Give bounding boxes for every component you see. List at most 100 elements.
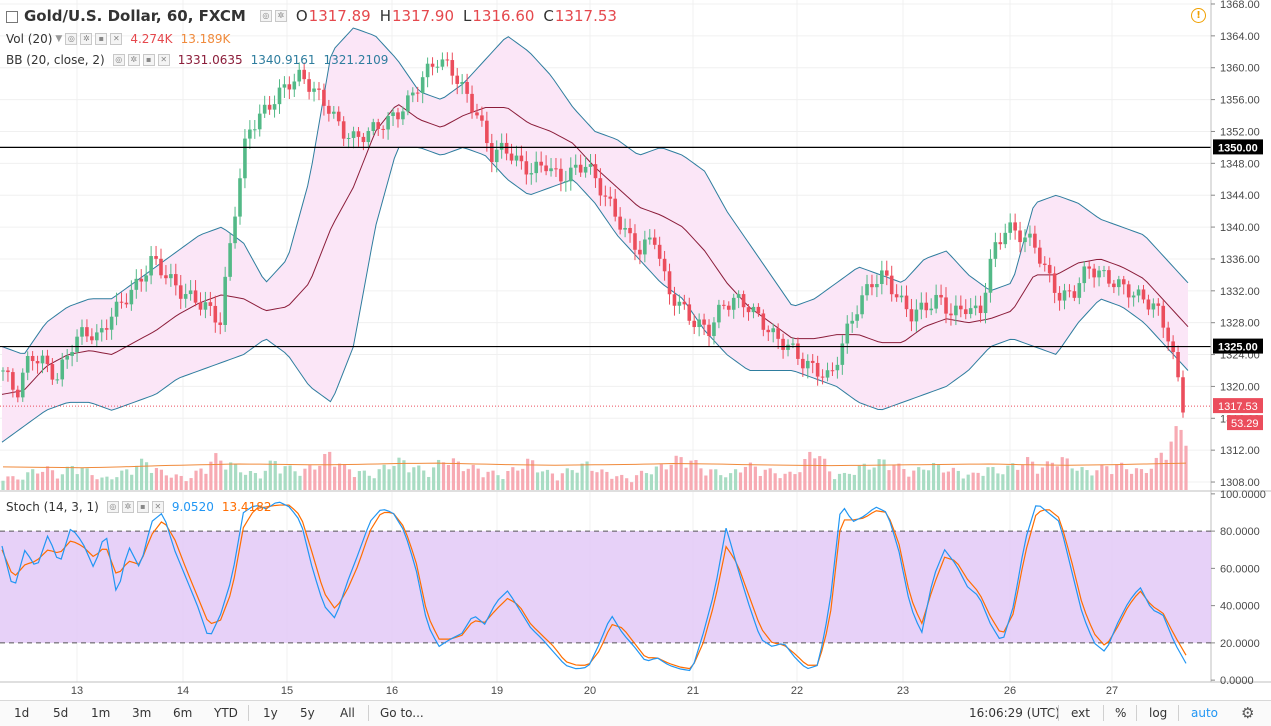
time-tick-label: 21 (687, 685, 699, 697)
volume-bar (90, 475, 94, 490)
volume-bar (595, 472, 599, 490)
volume-bar (476, 468, 480, 490)
stoch-tick-label: 0.0000 (1220, 675, 1254, 687)
candle-body (174, 274, 178, 286)
volume-bar (293, 471, 297, 490)
timeframe-all[interactable]: All (340, 706, 355, 720)
volume-bar (441, 462, 446, 490)
volume-bar (1055, 466, 1059, 490)
volume-bar (768, 468, 772, 490)
clock-readout: 16:06:29 (UTC) (969, 706, 1060, 720)
volume-bar (793, 474, 797, 490)
volume-bar (70, 465, 74, 490)
stoch-tick-label: 40.0000 (1220, 601, 1260, 613)
candle-body (25, 355, 30, 373)
close-icon[interactable]: ✕ (110, 33, 123, 45)
gear-icon[interactable]: ✲ (121, 501, 134, 513)
volume-bar (1001, 474, 1005, 490)
stoch-tick-label: 80.0000 (1220, 526, 1260, 538)
goto-button[interactable]: Go to... (380, 706, 424, 720)
timeframe-ytd[interactable]: YTD (214, 706, 238, 720)
ext-toggle[interactable]: ext (1071, 706, 1090, 720)
bb-legend[interactable]: BB (20, close, 2) ◎ ✲ ▪ ✕ 1331.0635 1340… (6, 53, 388, 67)
volume-bar (1139, 469, 1144, 490)
candle-body (203, 302, 208, 310)
eye-icon[interactable]: ◎ (106, 501, 119, 513)
volume-bar (412, 467, 416, 490)
volume-legend[interactable]: Vol (20) ▼ ◎ ✲ ▪ ✕ 4.274K 13.189K (6, 32, 230, 46)
candle-body (776, 328, 780, 339)
collapse-square-icon[interactable] (6, 11, 18, 23)
price-tick-label: 1340.00 (1220, 222, 1260, 234)
close-icon[interactable]: ✕ (151, 501, 164, 513)
candle-body (1166, 327, 1170, 342)
volume-bar (352, 477, 357, 490)
eye-icon[interactable]: ◎ (259, 10, 272, 22)
bb-upper-value: 1340.9161 (250, 53, 316, 67)
timeframe-1d[interactable]: 1d (14, 706, 30, 720)
gear-icon[interactable]: ✲ (274, 10, 287, 22)
gear-icon[interactable]: ⚙ (1241, 704, 1255, 722)
candle-body (657, 244, 662, 259)
square-icon[interactable]: ▪ (136, 501, 149, 513)
candle-body (884, 270, 889, 276)
candle-body (233, 216, 237, 244)
volume-bar (268, 460, 272, 490)
candle-body (889, 275, 894, 295)
timeframe-1m[interactable]: 1m (91, 706, 111, 720)
candle-body (297, 69, 302, 82)
timeframe-3m[interactable]: 3m (132, 706, 152, 720)
volume-bar (189, 478, 193, 490)
eye-icon[interactable]: ◎ (65, 33, 78, 45)
volume-bar (16, 479, 20, 490)
volume-bar (342, 464, 347, 490)
alert-clock-icon[interactable]: ! (1191, 8, 1206, 23)
volume-bar (337, 463, 342, 490)
candle-body (460, 82, 464, 84)
candle-body (272, 104, 277, 110)
candle-body (1181, 377, 1185, 413)
volume-bar (783, 473, 787, 490)
last-price-tag-label: 1317.53 (1218, 401, 1258, 413)
eye-icon[interactable]: ◎ (112, 54, 125, 66)
volume-bar (1100, 464, 1104, 490)
stoch-tick-label: 20.0000 (1220, 638, 1260, 650)
percent-toggle[interactable]: % (1115, 706, 1127, 720)
timeframe-5d[interactable]: 5d (53, 706, 69, 720)
volume-bar (694, 460, 698, 490)
price-chart[interactable]: 1308.001312.001316.001320.001324.001328.… (0, 0, 1271, 700)
candle-body (312, 88, 316, 92)
close-icon[interactable]: ✕ (157, 54, 170, 66)
candle-body (524, 161, 529, 175)
candle-body (801, 358, 805, 369)
timeframe-5y[interactable]: 5y (300, 706, 315, 720)
volume-bar (214, 453, 218, 490)
square-icon[interactable]: ▪ (142, 54, 155, 66)
price-tick-label: 1348.00 (1220, 158, 1260, 170)
auto-toggle[interactable]: auto (1191, 706, 1219, 720)
high-label: H (379, 7, 391, 25)
volume-bar (1075, 470, 1079, 490)
candle-body (1136, 289, 1141, 296)
price-tick-label: 1364.00 (1220, 31, 1260, 43)
volume-bar (729, 473, 733, 490)
candle-body (188, 290, 193, 295)
chevron-down-icon[interactable]: ▼ (55, 34, 63, 44)
log-toggle[interactable]: log (1149, 706, 1168, 720)
close-value: 1317.53 (554, 7, 617, 25)
candle-body (494, 149, 499, 163)
square-icon[interactable]: ▪ (95, 33, 108, 45)
volume-bar (283, 466, 287, 490)
timeframe-1y[interactable]: 1y (263, 706, 278, 720)
gear-icon[interactable]: ✲ (80, 33, 93, 45)
stoch-legend[interactable]: Stoch (14, 3, 1) ◎ ✲ ▪ ✕ 9.0520 13.4182 (6, 500, 271, 514)
candle-body (815, 362, 820, 377)
volume-bar (699, 468, 703, 490)
timeframe-6m[interactable]: 6m (173, 706, 193, 720)
volume-bar (733, 469, 738, 490)
volume-bar (773, 473, 777, 490)
candle-body (277, 87, 282, 105)
candle-body (346, 137, 351, 139)
symbol-title[interactable]: Gold/U.S. Dollar, 60, FXCM (24, 7, 246, 25)
gear-icon[interactable]: ✲ (127, 54, 140, 66)
